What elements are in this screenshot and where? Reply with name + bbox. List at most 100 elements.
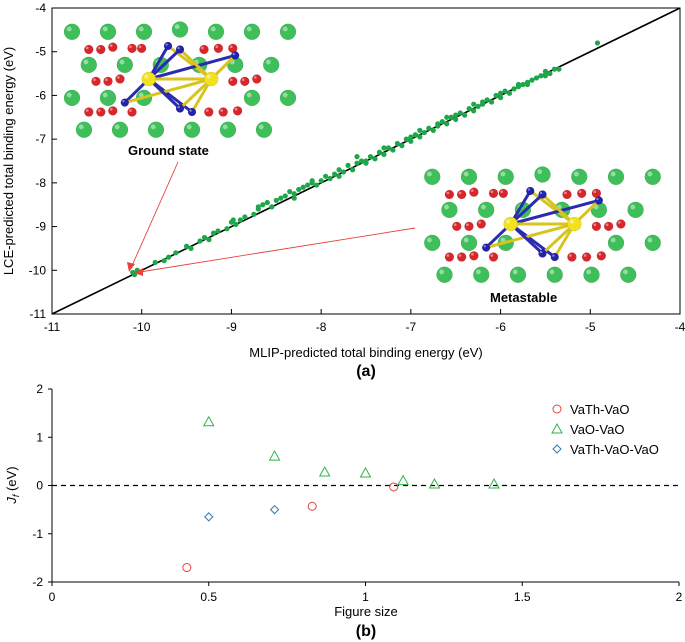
data-point-vath-vao <box>389 482 399 492</box>
data-point <box>323 173 329 179</box>
thorium-atom <box>497 168 514 186</box>
thorium-atom <box>607 234 625 252</box>
oxygen-atom-shine <box>490 190 494 194</box>
data-point-vao-vao <box>202 415 215 427</box>
panel-a-x-tick-label: -8 <box>316 320 327 334</box>
thorium-atom <box>243 23 261 41</box>
thorium-atom-shine <box>138 26 144 32</box>
oxygen-atom-shine <box>583 254 587 257</box>
thorium-atom <box>207 23 225 41</box>
data-point <box>542 73 549 79</box>
vacancy-atom <box>230 51 240 60</box>
oxygen-atom <box>596 251 607 261</box>
data-point <box>511 86 517 92</box>
panel-a-y-tick-label: -5 <box>35 45 46 59</box>
thorium-atom-shine <box>586 269 592 275</box>
data-point <box>354 154 360 160</box>
panel-a-y-tick-label: -9 <box>35 220 46 234</box>
data-point <box>314 182 320 188</box>
thorium-atom-shine <box>282 92 288 98</box>
thorium-atom <box>147 121 165 138</box>
oxygen-atom-shine <box>478 221 482 224</box>
data-point <box>336 173 342 179</box>
bond <box>148 53 236 81</box>
oxygen-atom-shine <box>605 223 609 227</box>
oxygen-atom-shine <box>446 254 450 257</box>
data-point <box>408 138 414 144</box>
data-point <box>251 211 257 217</box>
data-point <box>403 136 409 142</box>
thorium-atom-shine <box>78 124 84 130</box>
thorium-atom-shine <box>246 92 252 98</box>
data-point <box>215 228 221 234</box>
data-point-vao-vao <box>397 474 409 486</box>
oxygen-atom <box>576 188 587 199</box>
vacancy-atom-shine <box>539 250 543 254</box>
thorium-atom <box>607 168 625 186</box>
thorium-atom-shine <box>512 269 518 275</box>
data-point-vao-vao <box>318 465 331 477</box>
thorium-atom-shine <box>610 171 616 177</box>
thorium-atom <box>262 56 280 74</box>
oxygen-atom <box>232 106 243 116</box>
data-point <box>556 66 562 72</box>
thorium-atom-shine <box>222 124 228 130</box>
vacancy-atom-shine <box>539 191 543 195</box>
oxygen-atom <box>581 252 592 262</box>
panel-b-x-tick-label: 1 <box>362 590 369 604</box>
thorium-atom <box>80 56 98 74</box>
panel-a-y-tick-label: -6 <box>35 88 46 102</box>
data-point <box>336 167 342 173</box>
data-point <box>453 112 459 118</box>
oxygen-atom-shine <box>201 46 204 50</box>
panel-b-y-tick-label: 0 <box>36 479 43 493</box>
vacancy-site <box>141 71 157 87</box>
data-point <box>273 197 279 203</box>
oxygen-atom-shine <box>241 78 245 82</box>
data-point <box>161 258 167 264</box>
panel-a-frame <box>51 7 681 315</box>
thorium-atom <box>75 121 93 138</box>
oxygen-atom <box>444 189 455 200</box>
thorium-atom-shine <box>623 269 628 275</box>
data-point <box>206 237 212 243</box>
data-point <box>444 114 450 120</box>
data-point <box>318 178 324 184</box>
oxygen-atom <box>96 107 106 117</box>
oxygen-atom <box>84 44 94 55</box>
data-point <box>237 217 243 223</box>
data-point <box>417 134 423 140</box>
thorium-atom-shine <box>210 26 216 32</box>
data-point <box>417 127 423 133</box>
data-point <box>515 81 522 88</box>
thorium-atom-shine <box>480 204 486 210</box>
data-point <box>480 99 486 105</box>
legend-marker-vath-vao-vao <box>552 444 562 454</box>
vacancy-atom <box>175 104 185 113</box>
oxygen-atom-shine <box>97 109 101 112</box>
vacancy-atom <box>550 252 559 262</box>
data-point <box>309 178 315 184</box>
oxygen-atom-shine <box>568 254 572 257</box>
oxygen-atom-shine <box>453 223 457 227</box>
vacancy-atom-shine <box>122 100 125 103</box>
thorium-atom-shine <box>647 237 653 243</box>
oxygen-atom-shine <box>593 223 597 227</box>
thorium-atom <box>546 266 563 283</box>
oxygen-atom <box>498 188 509 199</box>
data-point <box>399 143 405 149</box>
data-point <box>264 199 270 206</box>
data-point <box>291 191 297 197</box>
thorium-atom-shine <box>537 169 543 175</box>
thorium-atom <box>583 266 600 283</box>
oxygen-atom-shine <box>500 190 504 194</box>
vacancy-atom-shine <box>483 245 486 248</box>
thorium-atom <box>627 201 644 219</box>
thorium-atom <box>477 201 495 219</box>
vacancy-atom <box>538 249 547 258</box>
oxygen-atom-shine <box>593 190 597 194</box>
panel-b-y-axis-label: Jf (eV) <box>4 466 21 504</box>
thorium-atom <box>279 89 297 107</box>
panel-b-x-tick-label: 1.5 <box>514 590 531 604</box>
panel-a-y-tick-label: -7 <box>35 132 46 146</box>
